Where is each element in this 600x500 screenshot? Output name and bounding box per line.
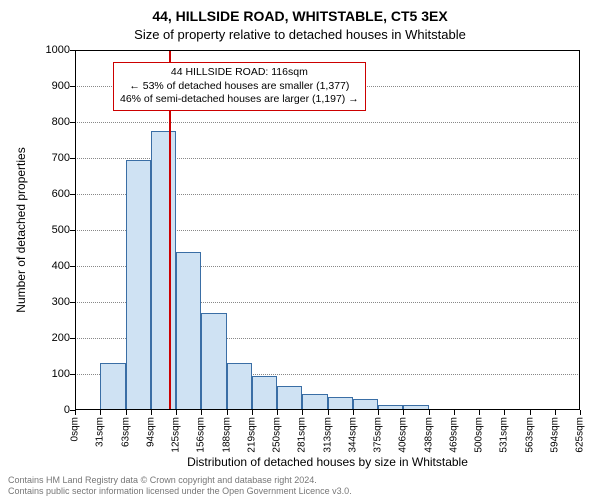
xtick-mark: [151, 410, 152, 415]
xtick-label: 438sqm: [423, 417, 434, 453]
y-axis-label: Number of detached properties: [14, 50, 28, 410]
xtick-mark: [75, 410, 76, 415]
title-subtitle: Size of property relative to detached ho…: [0, 27, 600, 42]
ytick-label: 400: [30, 260, 70, 272]
x-axis-label: Distribution of detached houses by size …: [75, 455, 580, 469]
ytick-label: 100: [30, 368, 70, 380]
ytick-label: 1000: [30, 44, 70, 56]
xtick-label: 0sqm: [70, 417, 81, 441]
xtick-label: 94sqm: [145, 417, 156, 447]
plot-area: 0sqm31sqm63sqm94sqm125sqm156sqm188sqm219…: [75, 50, 580, 410]
xtick-mark: [201, 410, 202, 415]
ytick-label: 700: [30, 152, 70, 164]
ytick-label: 800: [30, 116, 70, 128]
xtick-mark: [176, 410, 177, 415]
xtick-label: 63sqm: [120, 417, 131, 447]
xtick-label: 563sqm: [524, 417, 535, 453]
xtick-mark: [504, 410, 505, 415]
xtick-mark: [126, 410, 127, 415]
xtick-mark: [302, 410, 303, 415]
xtick-mark: [252, 410, 253, 415]
xtick-label: 125sqm: [171, 417, 182, 453]
xtick-label: 313sqm: [322, 417, 333, 453]
xtick-label: 500sqm: [474, 417, 485, 453]
xtick-mark: [479, 410, 480, 415]
ytick-label: 900: [30, 80, 70, 92]
xtick-mark: [403, 410, 404, 415]
xtick-mark: [429, 410, 430, 415]
xtick-label: 531sqm: [499, 417, 510, 453]
title-address: 44, HILLSIDE ROAD, WHITSTABLE, CT5 3EX: [0, 8, 600, 24]
xtick-mark: [530, 410, 531, 415]
ytick-label: 300: [30, 296, 70, 308]
xtick-label: 31sqm: [95, 417, 106, 447]
xtick-label: 625sqm: [575, 417, 586, 453]
xtick-label: 281sqm: [297, 417, 308, 453]
xtick-label: 344sqm: [347, 417, 358, 453]
xtick-label: 375sqm: [373, 417, 384, 453]
xtick-label: 469sqm: [448, 417, 459, 453]
xtick-label: 188sqm: [221, 417, 232, 453]
xtick-mark: [378, 410, 379, 415]
xtick-label: 406sqm: [398, 417, 409, 453]
ytick-label: 0: [30, 404, 70, 416]
footer-line1: Contains HM Land Registry data © Crown c…: [8, 475, 352, 486]
xtick-mark: [100, 410, 101, 415]
xtick-mark: [454, 410, 455, 415]
xtick-label: 219sqm: [246, 417, 257, 453]
plot-border: [75, 50, 580, 410]
xtick-mark: [353, 410, 354, 415]
xtick-label: 156sqm: [196, 417, 207, 453]
xtick-mark: [277, 410, 278, 415]
xtick-mark: [227, 410, 228, 415]
xtick-label: 250sqm: [272, 417, 283, 453]
ytick-label: 600: [30, 188, 70, 200]
xtick-mark: [555, 410, 556, 415]
xtick-mark: [328, 410, 329, 415]
chart-container: 44, HILLSIDE ROAD, WHITSTABLE, CT5 3EX S…: [0, 0, 600, 500]
ytick-label: 200: [30, 332, 70, 344]
xtick-mark: [580, 410, 581, 415]
ytick-label: 500: [30, 224, 70, 236]
xtick-label: 594sqm: [549, 417, 560, 453]
footer-line2: Contains public sector information licen…: [8, 486, 352, 497]
footer-attribution: Contains HM Land Registry data © Crown c…: [8, 475, 352, 498]
